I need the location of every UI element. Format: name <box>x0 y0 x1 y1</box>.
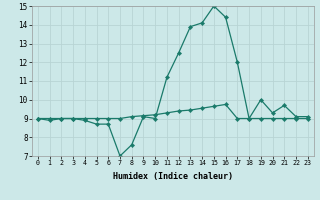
X-axis label: Humidex (Indice chaleur): Humidex (Indice chaleur) <box>113 172 233 181</box>
